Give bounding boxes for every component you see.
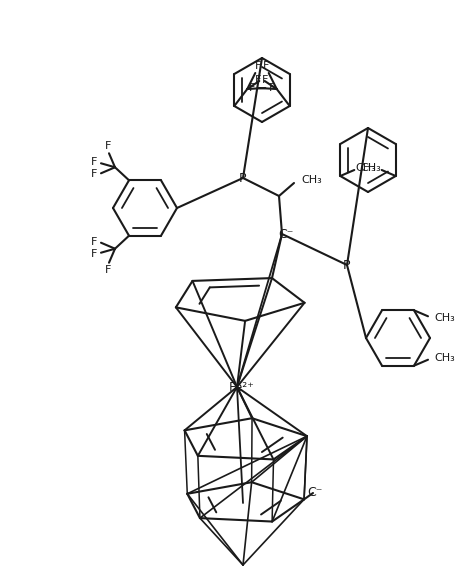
Text: C⁻: C⁻ bbox=[278, 228, 294, 241]
Text: F: F bbox=[91, 157, 97, 167]
Text: CH₃: CH₃ bbox=[355, 163, 376, 173]
Text: F: F bbox=[105, 141, 111, 151]
Text: F: F bbox=[262, 75, 268, 85]
Text: F: F bbox=[91, 237, 97, 247]
Text: CH₃: CH₃ bbox=[360, 163, 381, 173]
Text: Fe²⁺: Fe²⁺ bbox=[229, 380, 255, 393]
Text: P: P bbox=[343, 258, 351, 272]
Text: F: F bbox=[105, 265, 111, 275]
Text: CH₃: CH₃ bbox=[434, 353, 455, 363]
Text: F: F bbox=[91, 169, 97, 179]
Text: F: F bbox=[263, 61, 269, 71]
Text: CH₃: CH₃ bbox=[301, 175, 322, 185]
Text: F: F bbox=[255, 75, 261, 85]
Text: F: F bbox=[269, 83, 275, 93]
Text: F: F bbox=[248, 83, 255, 93]
Text: F: F bbox=[91, 249, 97, 259]
Text: F: F bbox=[255, 61, 262, 71]
Text: C⁻: C⁻ bbox=[307, 487, 323, 500]
Text: CH₃: CH₃ bbox=[434, 313, 455, 323]
Text: P: P bbox=[239, 171, 247, 184]
